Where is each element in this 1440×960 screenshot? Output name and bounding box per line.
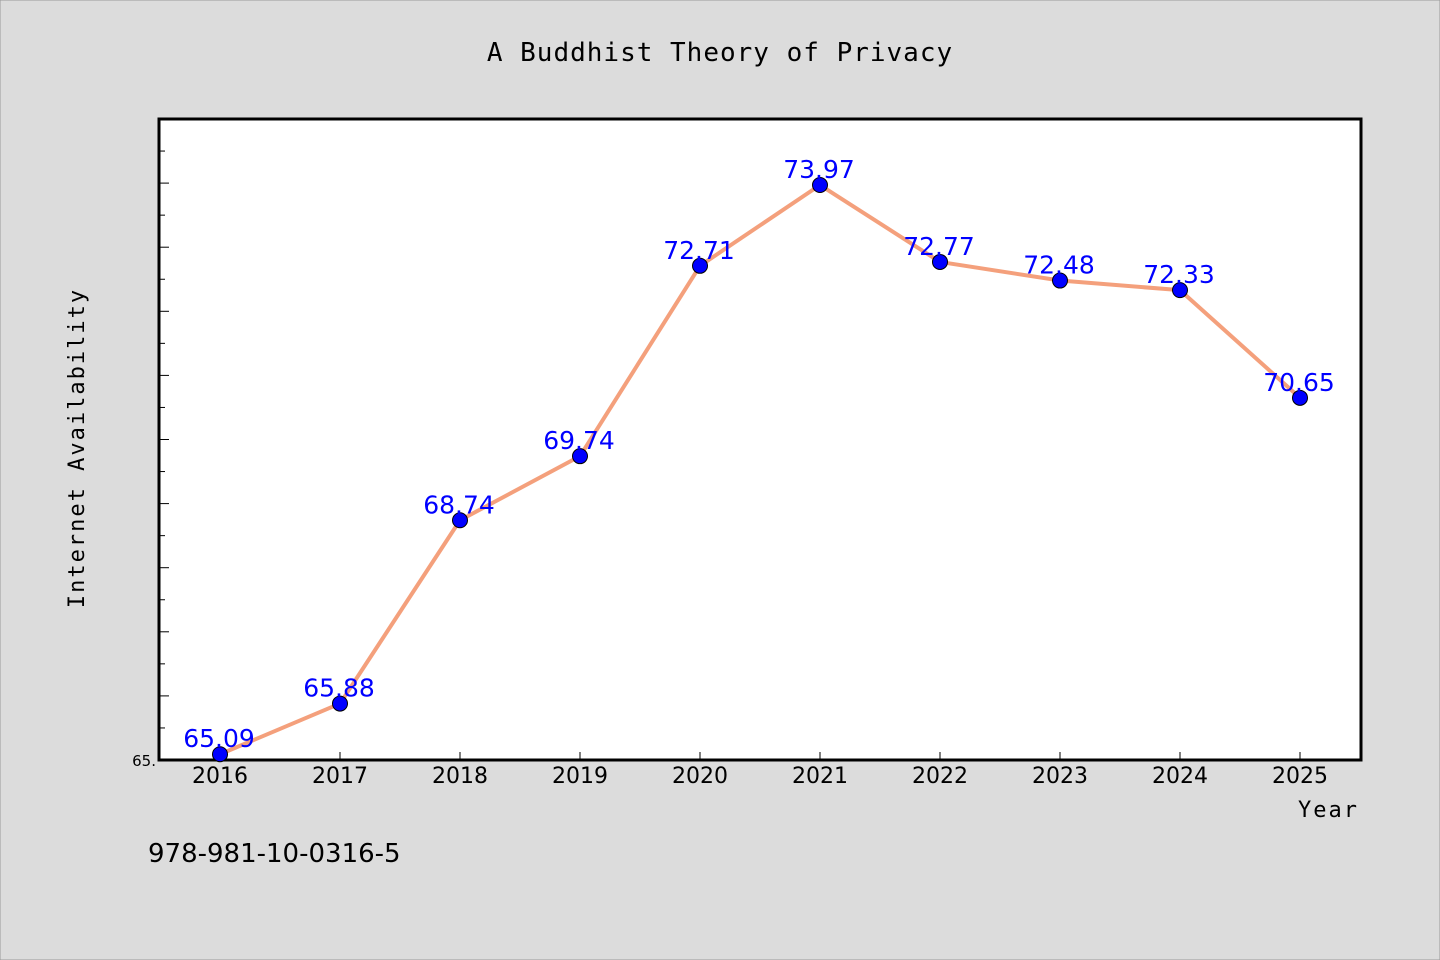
- x-tick-label: 2019: [552, 764, 608, 789]
- data-point: [932, 253, 948, 270]
- x-tick-label: 2023: [1032, 764, 1088, 789]
- series-line: [218, 183, 1302, 757]
- isbn-text: 978-981-10-0316-5: [148, 839, 401, 869]
- data-label: 72.77: [903, 232, 975, 261]
- x-axis-label: Year: [1298, 798, 1359, 823]
- x-tick-label: 2016: [192, 764, 248, 789]
- data-label: 68.74: [423, 490, 495, 519]
- x-tick-label: 2020: [672, 764, 728, 789]
- x-tick-label: 2024: [1152, 764, 1208, 789]
- data-point: [452, 512, 468, 529]
- data-label: 65.88: [303, 674, 375, 703]
- data-label: 65.09: [183, 724, 255, 753]
- x-tick-label: 2025: [1272, 764, 1328, 789]
- series-layer: 65.09 65.88 68.74 69.74 72.71 73.97 72.77 72.48…: [183, 155, 1335, 763]
- x-tick-label: 2021: [792, 764, 848, 789]
- data-point: [212, 746, 228, 763]
- data-point: [1052, 272, 1068, 289]
- data-point: [812, 177, 828, 194]
- data-point: [1172, 282, 1188, 299]
- plot-area: [157, 117, 1363, 762]
- chart-title: A Buddhist Theory of Privacy: [487, 38, 953, 68]
- data-point: [332, 695, 348, 712]
- data-point: [692, 257, 708, 274]
- data-label: 73.97: [783, 155, 855, 184]
- data-label: 72.48: [1023, 251, 1095, 280]
- y-tick-label: 65.: [132, 752, 156, 770]
- x-tick-label: 2017: [312, 764, 368, 789]
- data-label: 69.74: [543, 426, 615, 455]
- data-label: 70.65: [1263, 368, 1335, 397]
- x-tick-label: 2018: [432, 764, 488, 789]
- data-label: 72.33: [1143, 260, 1215, 289]
- x-tick-label: 2022: [912, 764, 968, 789]
- y-axis-label: Internet Availability: [65, 288, 90, 608]
- data-label: 72.71: [663, 236, 735, 265]
- data-point: [1292, 389, 1308, 406]
- y-axis-ticks: [159, 150, 169, 729]
- data-point: [572, 448, 588, 465]
